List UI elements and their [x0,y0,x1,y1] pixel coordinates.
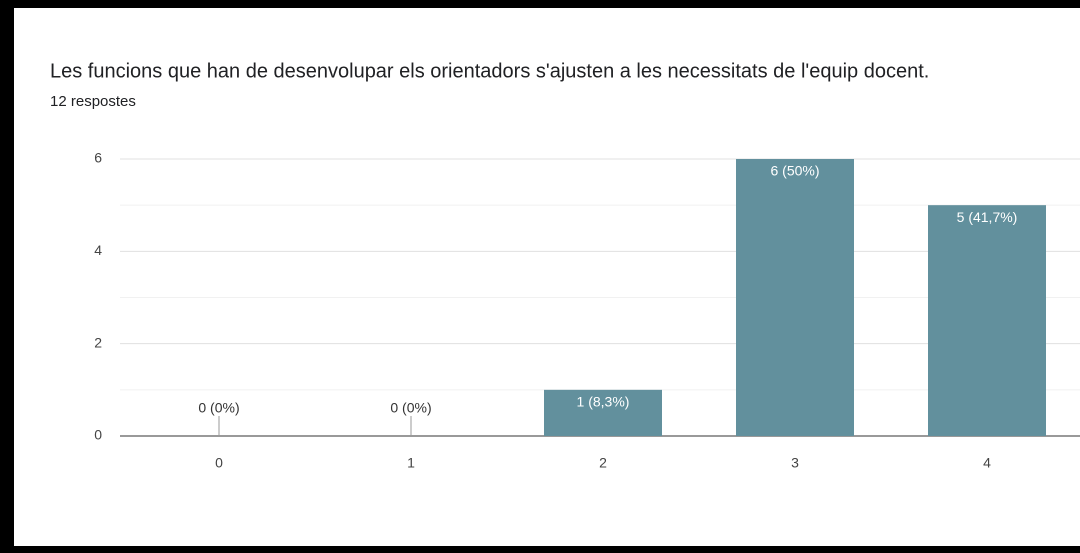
bar [544,389,662,436]
chart-subtitle: 12 respostes [50,93,136,110]
data-label: 0 (0%) [198,400,239,416]
y-tick-label: 0 [94,427,102,443]
card [14,8,1080,546]
chart-title: Les funcions que han de desenvolupar els… [50,60,929,82]
bar [736,159,854,436]
data-label: 0 (0%) [390,400,431,416]
x-tick-label: 3 [791,455,799,471]
bar [928,205,1046,436]
x-tick-label: 1 [407,455,415,471]
data-label: 5 (41,7%) [957,209,1018,225]
y-tick-label: 4 [94,242,102,258]
x-tick-label: 0 [215,455,223,471]
data-label: 6 (50%) [770,163,819,179]
x-tick-label: 4 [983,455,991,471]
data-label: 1 (8,3%) [577,394,630,410]
y-tick-label: 2 [94,334,102,350]
y-tick-label: 6 [94,150,102,166]
x-tick-label: 2 [599,455,607,471]
